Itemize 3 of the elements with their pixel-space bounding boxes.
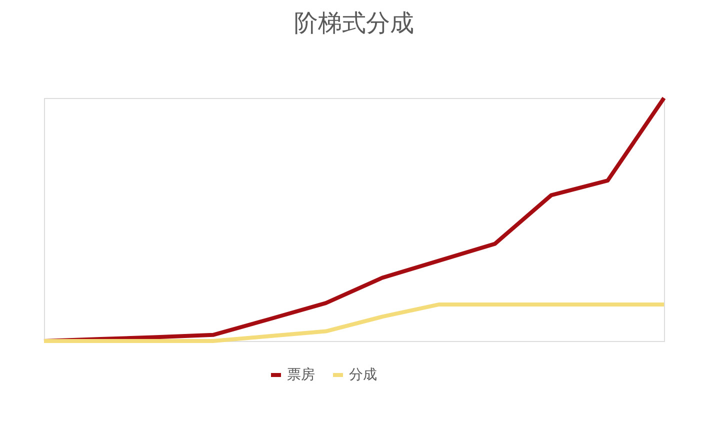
legend-label: 分成 — [349, 367, 377, 383]
legend-label: 票房 — [287, 367, 315, 383]
chart-title: 阶梯式分成 — [294, 9, 414, 37]
